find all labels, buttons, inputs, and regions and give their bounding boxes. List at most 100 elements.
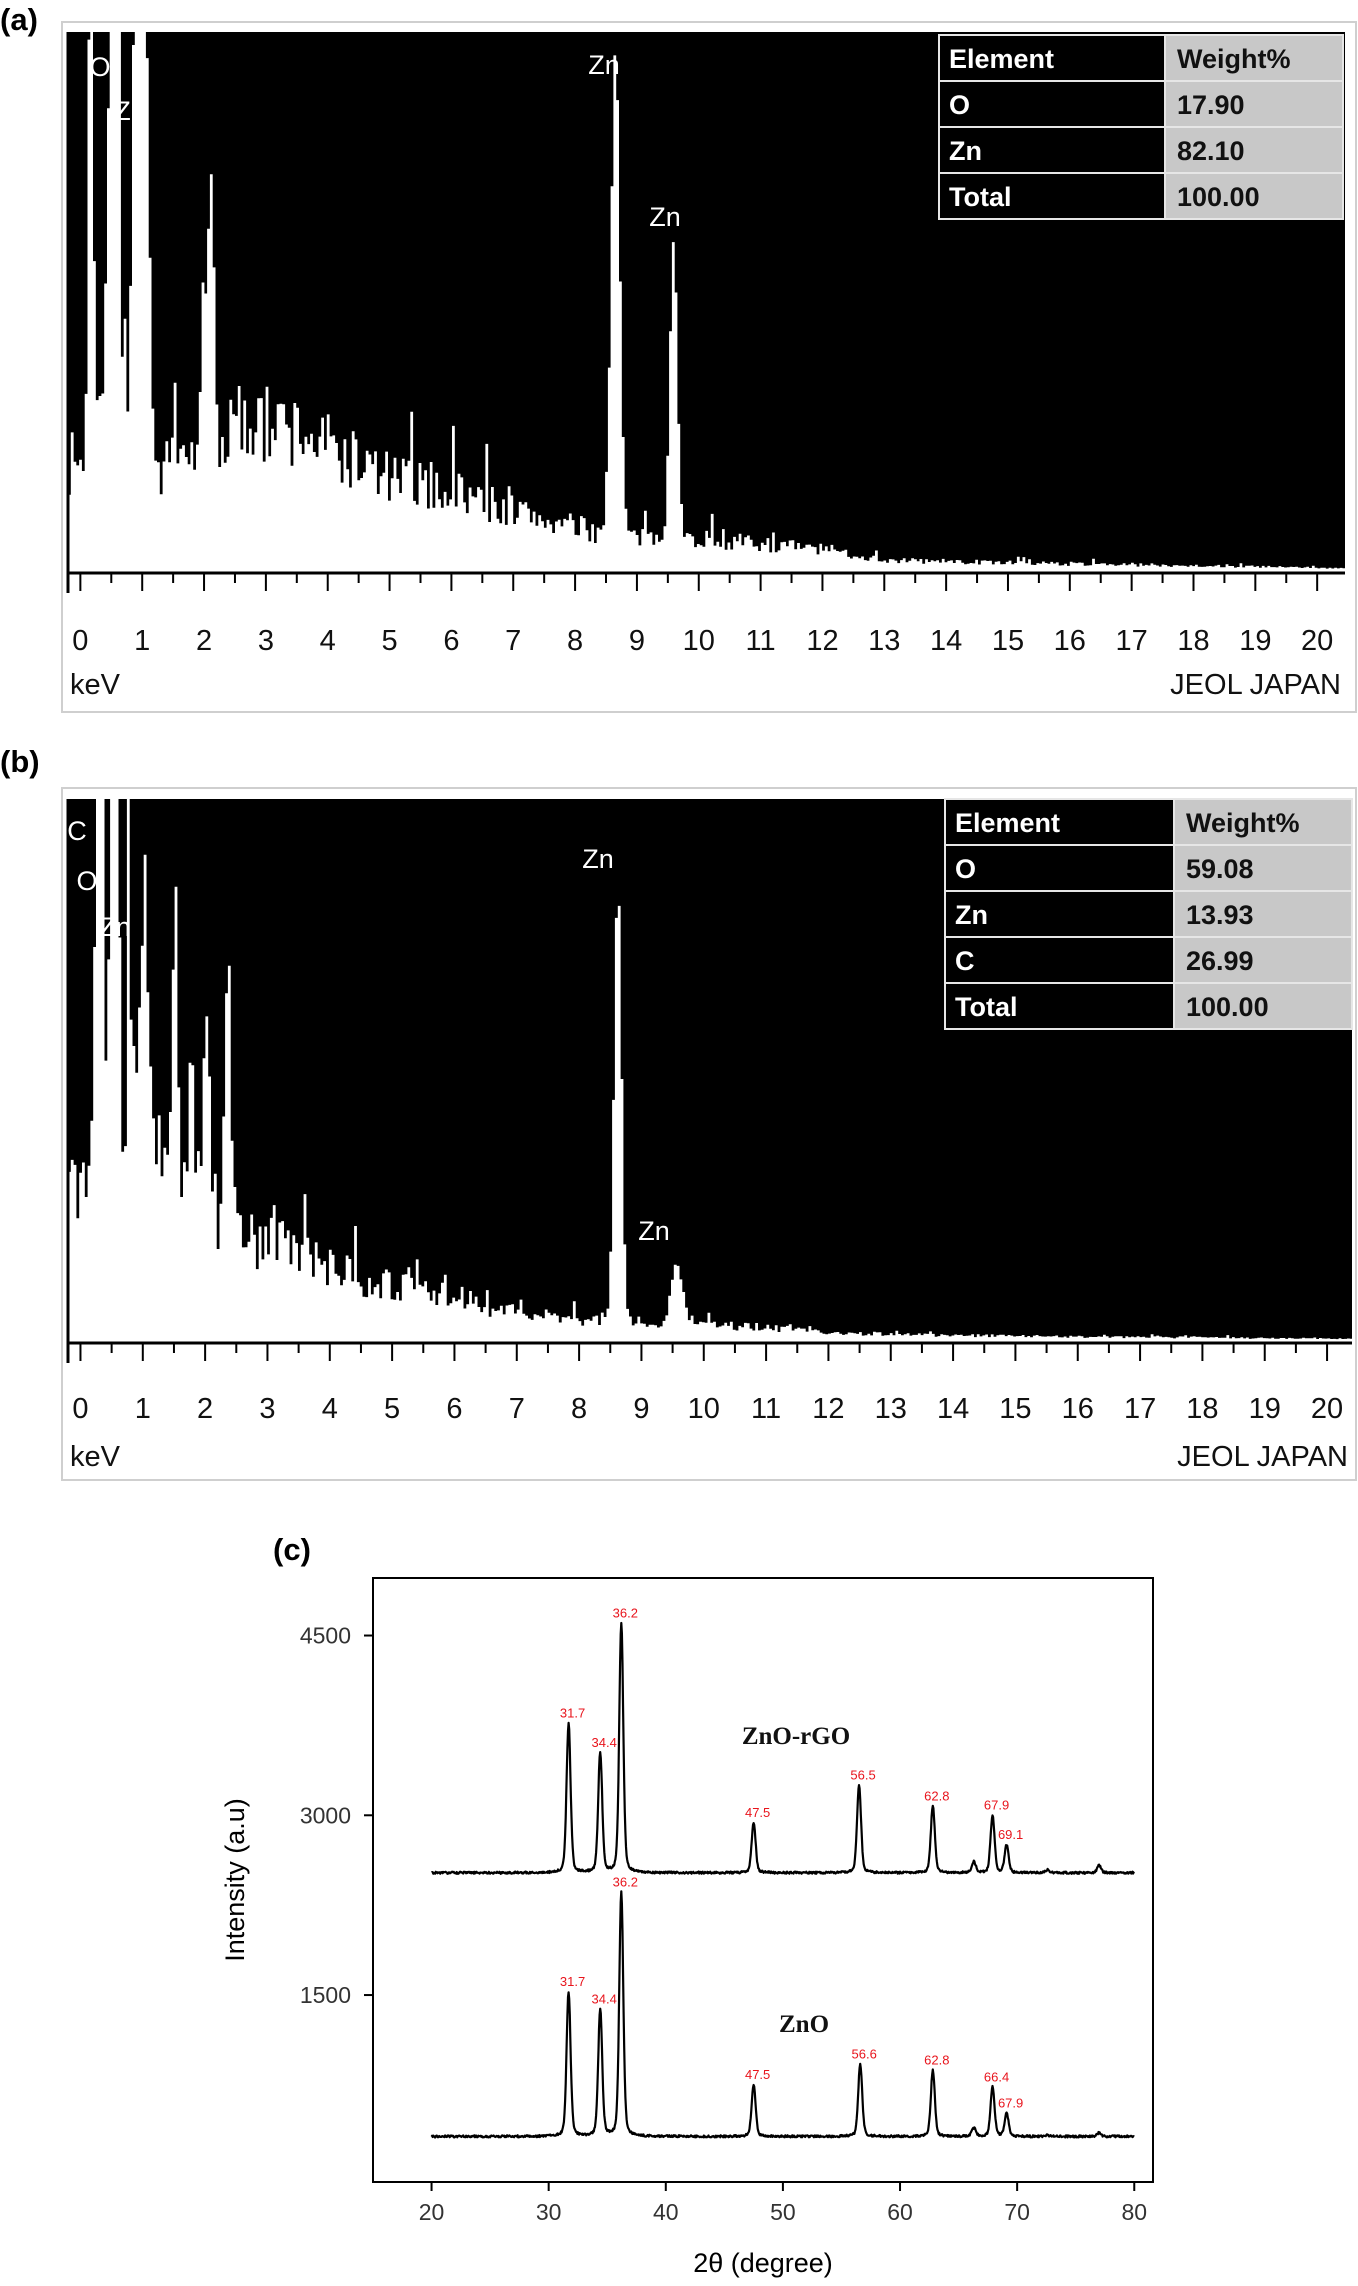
table-cell-bg: [938, 34, 1166, 82]
x-tick-label: 10: [683, 625, 715, 657]
x-tick-label: 17: [1124, 1393, 1156, 1425]
table-cell-weight: 26.99: [1186, 946, 1254, 976]
table-cell-element: Zn: [949, 136, 982, 166]
table-cell-element: Total: [949, 182, 1012, 212]
table-cell-bg: [944, 936, 1175, 984]
x-tick-label: 60: [887, 2199, 913, 2225]
x-tick-label: 1: [134, 625, 150, 657]
peak-label: Zn: [99, 912, 131, 942]
series-line-zno: [430, 1890, 1135, 2139]
x-axis-title: 2θ (degree): [693, 2248, 833, 2278]
series-line-zno-rgo: [431, 1621, 1136, 1875]
y-axis-title: Intensity (a.u): [220, 1798, 250, 1962]
x-tick-label: 15: [999, 1393, 1031, 1425]
peak-label: 47.5: [745, 2067, 770, 2082]
panel-label-a: (a): [0, 2, 38, 37]
x-tick-label: 19: [1249, 1393, 1281, 1425]
x-tick-label: 19: [1239, 625, 1271, 657]
x-tick-label: 6: [446, 1393, 462, 1425]
peak-label: 56.6: [852, 2047, 877, 2062]
x-tick-label: 7: [509, 1393, 525, 1425]
table-cell-bg: [1173, 982, 1353, 1030]
x-tick-label: 80: [1121, 2199, 1147, 2225]
x-tick-label: 17: [1116, 625, 1148, 657]
y-tick-label: 1500: [300, 1982, 351, 2008]
peak-label: 62.8: [924, 1788, 949, 1803]
x-tick-label: 20: [1301, 625, 1333, 657]
y-tick-label: 3000: [300, 1802, 351, 1828]
table-cell-bg: [1173, 798, 1353, 846]
table-cell-bg: [1164, 126, 1344, 174]
table-cell-weight: 17.90: [1177, 90, 1245, 120]
panel-frame: [61, 787, 1357, 1481]
x-tick-label: 14: [937, 1393, 969, 1425]
x-tick-label: 5: [384, 1393, 400, 1425]
x-tick-label: 7: [505, 625, 521, 657]
x-tick-label: 8: [571, 1393, 587, 1425]
x-tick-label: 1: [135, 1393, 151, 1425]
table-header-element: Element: [955, 808, 1060, 838]
table-row: Total 100.00: [944, 982, 1353, 1030]
series-label: ZnO: [779, 2011, 829, 2038]
x-tick-label: 20: [1311, 1393, 1343, 1425]
peak-label: 47.5: [745, 1805, 770, 1820]
instrument-label: JEOL JAPAN: [1177, 1441, 1348, 1473]
x-tick-label: 14: [930, 625, 962, 657]
x-tick-label: 15: [992, 625, 1024, 657]
x-tick-label: 20: [419, 2199, 445, 2225]
peak-label: 31.7: [560, 1706, 585, 1721]
peak-label: Zn: [582, 844, 614, 874]
table-header-element: Element: [949, 44, 1054, 74]
xrd-pattern-panel-c: 20 30 40 50 60 70 80 1500 3000 4500 2θ (degree) Int…: [220, 1577, 1154, 2278]
table-row: O 17.90: [938, 80, 1344, 128]
peak-label: Zn: [114, 96, 146, 126]
table-cell-element: O: [955, 854, 976, 884]
table-cell-weight: 82.10: [1177, 136, 1245, 166]
table-cell-weight: 100.00: [1186, 992, 1269, 1022]
peak-label: 31.7: [560, 1974, 585, 1989]
table-header-row: Element Weight%: [944, 798, 1353, 846]
x-tick-label: 8: [567, 625, 583, 657]
x-tick-label: 16: [1054, 625, 1086, 657]
peak-label: 66.4: [984, 2069, 1009, 2084]
peak-label: 34.4: [592, 1991, 617, 2006]
x-tick-label: 13: [868, 625, 900, 657]
plot-frame: [372, 1577, 1154, 2183]
x-tick-label: 50: [770, 2199, 796, 2225]
peak-label: 67.9: [984, 1797, 1009, 1812]
table-header-row: Element Weight%: [938, 34, 1344, 82]
peak-label: 69.1: [998, 1827, 1023, 1842]
x-tick-label: 3: [259, 1393, 275, 1425]
table-header-weight: Weight%: [1177, 44, 1291, 74]
x-tick-label: 12: [806, 625, 838, 657]
peak-label: 36.2: [613, 1875, 638, 1890]
peak-label: O: [76, 866, 97, 896]
table-cell-weight: 59.08: [1186, 854, 1254, 884]
table-cell-bg: [1164, 80, 1344, 128]
peak-label: Zn: [588, 50, 620, 80]
table-cell-bg: [1164, 172, 1344, 220]
peak-label: 36.2: [613, 1606, 638, 1621]
x-tick-label: 9: [633, 1393, 649, 1425]
peak-label: 56.5: [850, 1767, 875, 1782]
x-tick-label: 4: [320, 625, 336, 657]
spectrum-area: [68, 32, 1345, 571]
table-header-weight: Weight%: [1186, 808, 1300, 838]
x-tick-label: 13: [875, 1393, 907, 1425]
table-cell-bg: [944, 844, 1175, 892]
peak-label: 34.4: [592, 1735, 617, 1750]
x-tick-label: 18: [1186, 1393, 1218, 1425]
table-row: O 59.08: [944, 844, 1353, 892]
panel-label-c: (c): [273, 1532, 311, 1567]
peak-label: C: [67, 816, 87, 846]
y-tick-label: 4500: [300, 1623, 351, 1649]
instrument-label: JEOL JAPAN: [1170, 669, 1341, 701]
x-tick-label: 12: [812, 1393, 844, 1425]
peak-label: 67.9: [998, 2096, 1023, 2111]
peak-label: 62.8: [924, 2053, 949, 2068]
series-label: ZnO-rGO: [742, 1723, 850, 1750]
x-tick-label: 6: [443, 625, 459, 657]
x-tick-label: 9: [629, 625, 645, 657]
x-tick-label: 10: [688, 1393, 720, 1425]
